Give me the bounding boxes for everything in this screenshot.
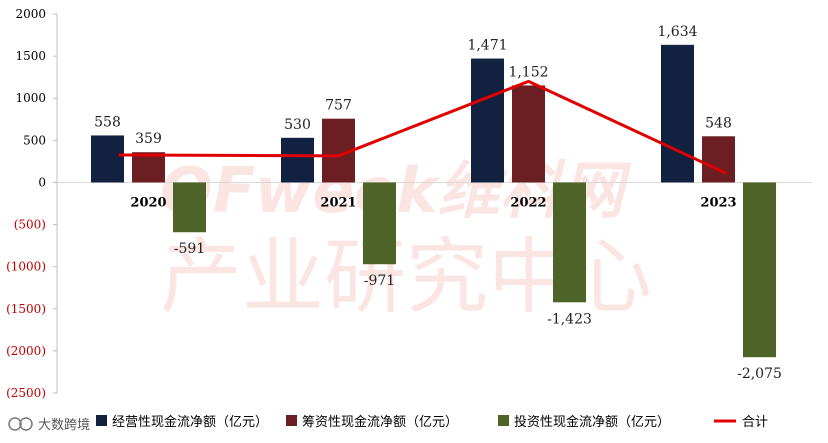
y-tick-label: (2000): [6, 344, 46, 358]
financing-bar: [132, 152, 165, 183]
legend-financing: 筹资性现金流净额（亿元）: [286, 414, 458, 430]
data-label: 359: [135, 131, 162, 147]
operating-bar: [91, 135, 124, 183]
data-label: 1,471: [467, 38, 507, 54]
financing-bar: [512, 85, 545, 183]
data-label: 558: [94, 114, 121, 130]
data-label: 1,634: [657, 24, 697, 40]
data-label: 1,152: [508, 64, 548, 80]
investing-bar: [173, 182, 206, 233]
legend-total: 合计: [714, 415, 768, 430]
y-tick-label: 1500: [15, 49, 46, 63]
data-label: -591: [174, 241, 205, 257]
data-label: -2,075: [737, 366, 782, 382]
investing-bar: [743, 182, 776, 358]
legend-operating-label: 经营性现金流净额（亿元）: [112, 414, 268, 430]
brand-logo-icon-2: [19, 417, 33, 431]
operating-bar: [471, 58, 504, 183]
data-label: -971: [364, 273, 395, 289]
legend-operating-swatch: [96, 415, 107, 426]
y-tick-label: (1000): [6, 260, 46, 274]
legend-operating: 经营性现金流净额（亿元）: [96, 414, 268, 430]
y-tick-label: 2000: [15, 7, 46, 21]
legend: 经营性现金流净额（亿元） 筹资性现金流净额（亿元） 投资性现金流净额（亿元） 合计: [96, 414, 768, 430]
category-label: 2022: [510, 195, 546, 210]
operating-bar: [281, 137, 314, 183]
y-tick-label: (500): [14, 218, 46, 232]
investing-bar: [553, 182, 586, 303]
y-tick-label: 1000: [15, 91, 46, 105]
investing-bar: [363, 182, 396, 265]
legend-financing-swatch: [286, 415, 297, 426]
brand-logo-icon: [8, 417, 22, 431]
y-tick-label: (1500): [6, 302, 46, 316]
corner-brand-text: 大数跨境: [38, 418, 90, 433]
y-tick-label: 500: [23, 133, 46, 147]
financing-bar: [702, 136, 735, 183]
legend-investing-swatch: [498, 415, 509, 426]
legend-investing: 投资性现金流净额（亿元）: [498, 414, 670, 430]
legend-investing-label: 投资性现金流净额（亿元）: [514, 414, 670, 430]
data-label: -1,423: [547, 311, 592, 327]
category-label: 2023: [700, 195, 736, 210]
data-label: 530: [284, 117, 311, 133]
total-line: [118, 79, 728, 175]
y-tick-label: (2500): [6, 386, 46, 400]
data-label: 548: [705, 115, 732, 131]
y-tick-label: 0: [38, 175, 46, 189]
corner-brand: 大数跨境: [8, 417, 90, 433]
data-label: 757: [325, 98, 352, 114]
legend-financing-label: 筹资性现金流净额（亿元）: [302, 414, 458, 430]
category-label: 2021: [320, 195, 356, 210]
category-label: 2020: [130, 195, 166, 210]
legend-total-label: 合计: [742, 415, 768, 430]
bars: [91, 44, 776, 358]
category-labels: 2020 2021 2022 2023: [130, 195, 736, 210]
operating-bar: [661, 44, 694, 183]
total-line-path: [118, 79, 728, 175]
